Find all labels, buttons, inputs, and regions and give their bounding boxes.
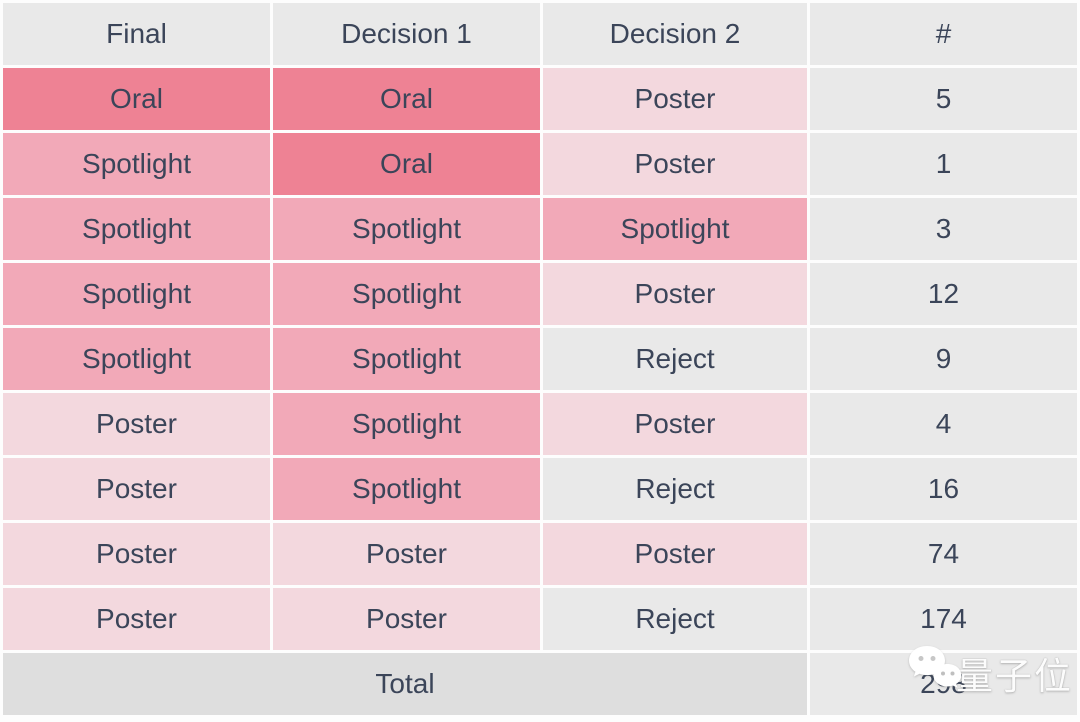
total-count-cell: 298 (810, 653, 1077, 715)
decision2-cell: Spotlight (543, 198, 807, 260)
count-cell: 3 (810, 198, 1077, 260)
final-cell: Oral (3, 68, 270, 130)
header-cell-decision1: Decision 1 (273, 3, 540, 65)
table-footer: Total 298 (3, 653, 1077, 715)
table-row: Spotlight Oral Poster 1 (3, 133, 1077, 195)
table-body: Oral Oral Poster 5 Spotlight Oral Poster 1 Spotl… (3, 68, 1077, 650)
count-cell: 74 (810, 523, 1077, 585)
count-cell: 5 (810, 68, 1077, 130)
header-cell-final: Final (3, 3, 270, 65)
header-cell-decision2: Decision 2 (543, 3, 807, 65)
count-cell: 16 (810, 458, 1077, 520)
final-cell: Spotlight (3, 133, 270, 195)
final-cell: Spotlight (3, 328, 270, 390)
total-label-cell: Total (3, 653, 807, 715)
count-cell: 1 (810, 133, 1077, 195)
decision1-cell: Spotlight (273, 263, 540, 325)
final-cell: Poster (3, 523, 270, 585)
decision2-cell: Poster (543, 393, 807, 455)
table-header: Final Decision 1 Decision 2 # (3, 3, 1077, 65)
table-row: Poster Spotlight Poster 4 (3, 393, 1077, 455)
table-row: Oral Oral Poster 5 (3, 68, 1077, 130)
decision2-cell: Poster (543, 68, 807, 130)
table-row: Spotlight Spotlight Reject 9 (3, 328, 1077, 390)
table-row: Poster Poster Poster 74 (3, 523, 1077, 585)
final-cell: Poster (3, 588, 270, 650)
decision2-cell: Reject (543, 588, 807, 650)
table-row: Spotlight Spotlight Spotlight 3 (3, 198, 1077, 260)
decision1-cell: Oral (273, 133, 540, 195)
decision1-cell: Spotlight (273, 328, 540, 390)
decision1-cell: Spotlight (273, 198, 540, 260)
header-row: Final Decision 1 Decision 2 # (3, 3, 1077, 65)
table-row: Poster Poster Reject 174 (3, 588, 1077, 650)
decision2-cell: Poster (543, 523, 807, 585)
decision1-cell: Poster (273, 588, 540, 650)
decision1-cell: Poster (273, 523, 540, 585)
count-cell: 4 (810, 393, 1077, 455)
decision1-cell: Spotlight (273, 458, 540, 520)
header-cell-count: # (810, 3, 1077, 65)
table-row: Poster Spotlight Reject 16 (3, 458, 1077, 520)
final-cell: Spotlight (3, 198, 270, 260)
count-cell: 174 (810, 588, 1077, 650)
final-cell: Spotlight (3, 263, 270, 325)
decision2-cell: Poster (543, 263, 807, 325)
final-cell: Poster (3, 393, 270, 455)
count-cell: 9 (810, 328, 1077, 390)
decision2-cell: Reject (543, 328, 807, 390)
decision1-cell: Spotlight (273, 393, 540, 455)
decision2-cell: Reject (543, 458, 807, 520)
decision2-cell: Poster (543, 133, 807, 195)
table-row: Spotlight Spotlight Poster 12 (3, 263, 1077, 325)
final-cell: Poster (3, 458, 270, 520)
total-row: Total 298 (3, 653, 1077, 715)
decision1-cell: Oral (273, 68, 540, 130)
count-cell: 12 (810, 263, 1077, 325)
